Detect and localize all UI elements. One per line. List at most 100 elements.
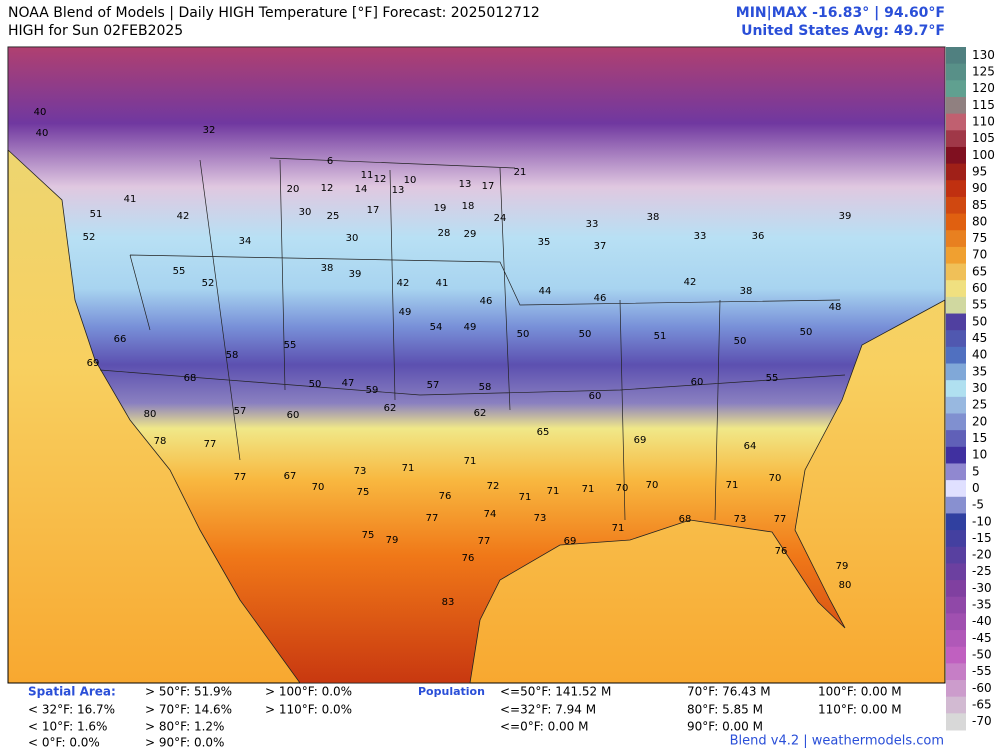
color-swatch — [946, 463, 966, 481]
temp-label: 40 — [34, 107, 47, 118]
population-stat: 110°F: 0.00 M — [818, 703, 902, 717]
temp-label: 33 — [694, 231, 707, 242]
temp-label: 72 — [487, 481, 500, 492]
color-swatch — [946, 446, 966, 464]
temp-label: 35 — [538, 237, 551, 248]
color-swatch — [946, 530, 966, 548]
color-swatch — [946, 63, 966, 81]
borders — [99, 157, 846, 521]
color-swatch — [946, 563, 966, 581]
temp-label: 68 — [184, 373, 197, 384]
spatial-stat: > 50°F: 51.9% — [145, 685, 232, 699]
color-swatch — [946, 596, 966, 614]
colorbar-label: 60 — [972, 281, 987, 295]
colorbar-label: -30 — [972, 581, 992, 595]
color-swatch — [946, 713, 966, 731]
color-swatch — [946, 163, 966, 181]
temp-label: 76 — [775, 546, 788, 557]
temp-label: 51 — [90, 209, 103, 220]
temp-label: 71 — [464, 456, 477, 467]
temp-label: 59 — [366, 385, 379, 396]
temp-label: 14 — [355, 184, 368, 195]
colorbar-label: 35 — [972, 364, 987, 378]
color-swatch — [946, 263, 966, 281]
temp-label: 42 — [397, 278, 410, 289]
spatial-stat: < 32°F: 16.7% — [28, 703, 115, 717]
color-swatch — [946, 513, 966, 531]
colorbar-label: 55 — [972, 298, 987, 312]
temp-label: 30 — [299, 207, 312, 218]
temp-label: 70 — [769, 473, 782, 484]
colorbar-label: 80 — [972, 214, 987, 228]
color-swatch — [946, 246, 966, 265]
temp-label: 79 — [836, 561, 849, 572]
colorbar-label: 45 — [972, 331, 987, 345]
temp-label: 71 — [726, 480, 739, 491]
temp-label: 18 — [462, 201, 475, 212]
temp-label: 57 — [234, 406, 247, 417]
colorbar-label: 0 — [972, 481, 980, 495]
colorbar-label: 120 — [972, 81, 995, 95]
population-stat: 90°F: 0.00 M — [687, 720, 763, 734]
temp-label: 19 — [434, 203, 447, 214]
temp-label: 50 — [309, 379, 322, 390]
temp-label: 79 — [386, 535, 399, 546]
spatial-stat: < 0°F: 0.0% — [28, 736, 100, 750]
temp-label: 52 — [83, 232, 96, 243]
temp-label: 41 — [124, 194, 137, 205]
temp-label: 54 — [430, 322, 443, 333]
colorbar-label: 50 — [972, 314, 987, 328]
colorbar-label: 30 — [972, 381, 987, 395]
colorbar-label: -15 — [972, 531, 992, 545]
land — [7, 46, 946, 684]
temp-label: 42 — [177, 211, 190, 222]
population-stat: 100°F: 0.00 M — [818, 685, 902, 699]
temp-label: 29 — [464, 229, 477, 240]
temp-label: 17 — [367, 205, 380, 216]
colorbar-label: 95 — [972, 164, 987, 178]
temp-label: 11 — [361, 170, 374, 181]
color-swatch — [946, 396, 966, 414]
temp-label: 50 — [734, 336, 747, 347]
temp-label: 70 — [616, 483, 629, 494]
color-swatch — [946, 330, 966, 348]
colorbar-label: -60 — [972, 681, 992, 695]
temp-label: 12 — [321, 183, 334, 194]
temp-label: 39 — [349, 269, 362, 280]
population-stat: 70°F: 76.43 M — [687, 685, 771, 699]
colorbar-label: -65 — [972, 698, 992, 712]
temp-label: 69 — [564, 536, 577, 547]
temp-label: 38 — [321, 263, 334, 274]
colorbar-label: 130 — [972, 48, 995, 62]
color-swatch — [946, 646, 966, 664]
temp-label: 75 — [362, 530, 375, 541]
temp-label: 80 — [839, 580, 852, 591]
temp-label: 30 — [346, 233, 359, 244]
temp-label: 67 — [284, 471, 297, 482]
temp-label: 37 — [594, 241, 607, 252]
color-swatch — [946, 580, 966, 598]
temp-label: 32 — [203, 125, 216, 136]
color-swatch — [946, 96, 966, 115]
temp-label: 50 — [800, 327, 813, 338]
colorbar-label: 115 — [972, 98, 995, 112]
colorbar-label: -45 — [972, 631, 992, 645]
spatial-label: Spatial Area: — [28, 685, 116, 699]
temp-label: 38 — [740, 286, 753, 297]
temp-label: 60 — [691, 377, 704, 388]
temp-label: 73 — [354, 466, 367, 477]
temp-label: 70 — [312, 482, 325, 493]
color-swatch — [946, 546, 966, 564]
population-stat: <=50°F: 141.52 M — [500, 685, 611, 699]
temp-label: 52 — [202, 278, 215, 289]
temp-label: 12 — [374, 174, 387, 185]
colorbar-label: -55 — [972, 664, 992, 678]
temp-label: 77 — [204, 439, 217, 450]
temp-label: 13 — [392, 185, 405, 196]
temp-label: 80 — [144, 409, 157, 420]
temp-label: 20 — [287, 184, 300, 195]
temp-label: 70 — [646, 480, 659, 491]
color-swatch — [946, 413, 966, 431]
